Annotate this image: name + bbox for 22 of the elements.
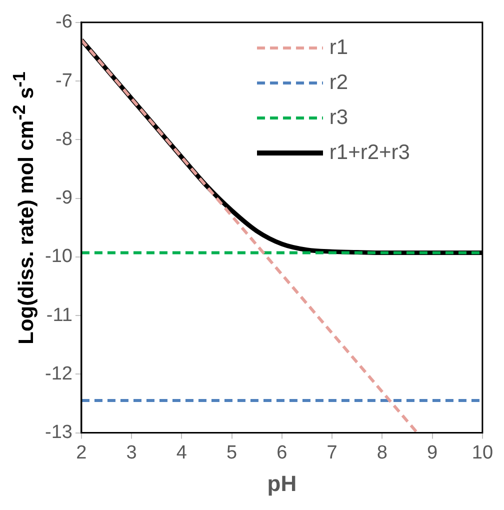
legend-label: r1+r2+r3 bbox=[329, 140, 410, 165]
y-tick-label: -7 bbox=[56, 70, 72, 92]
x-tick-label: 3 bbox=[126, 442, 137, 464]
legend-label: r1 bbox=[329, 36, 348, 60]
x-tick-label: 5 bbox=[226, 442, 238, 464]
y-tick-label: -10 bbox=[44, 246, 72, 268]
x-tick-label: 2 bbox=[76, 442, 87, 464]
x-tick-label: 4 bbox=[176, 442, 188, 464]
y-tick-label: -8 bbox=[56, 128, 72, 150]
y-tick-label: -6 bbox=[56, 12, 72, 33]
y-tick-label: -12 bbox=[44, 363, 72, 384]
x-tick-label: 7 bbox=[326, 442, 338, 464]
x-tick-label: 9 bbox=[427, 442, 438, 464]
x-axis-title: pH bbox=[267, 470, 297, 496]
legend-label: r2 bbox=[329, 70, 348, 95]
x-tick-label: 10 bbox=[472, 442, 494, 464]
y-tick-label: -11 bbox=[46, 304, 72, 326]
x-tick-label: 6 bbox=[276, 442, 288, 464]
y-tick-label: -13 bbox=[44, 422, 72, 444]
y-tick-label: -9 bbox=[56, 188, 72, 209]
x-tick-label: 8 bbox=[376, 442, 388, 464]
legend-label: r3 bbox=[329, 106, 348, 130]
